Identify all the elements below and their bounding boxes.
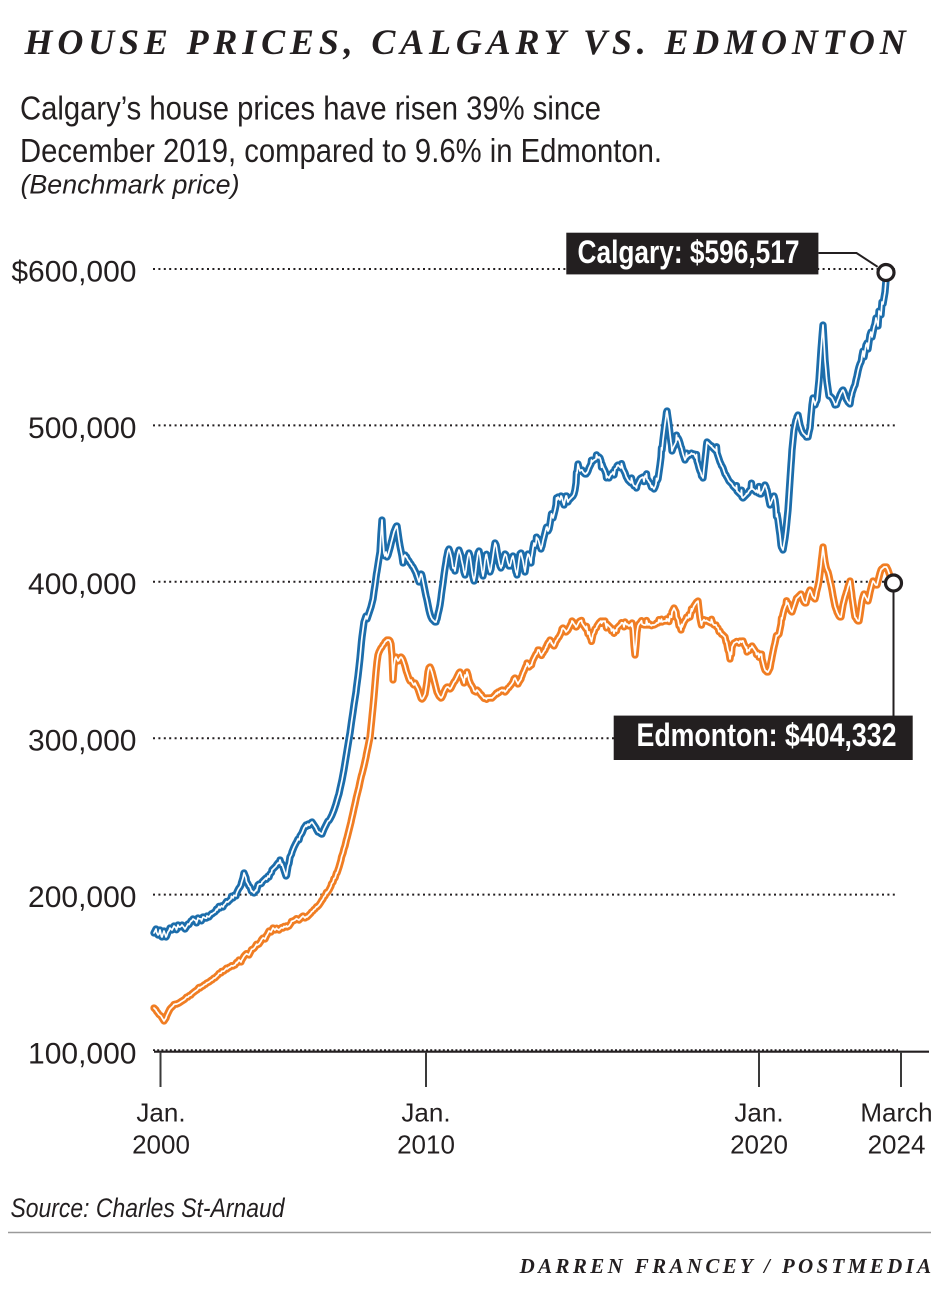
svg-text:December 2019, compared to 9.6: December 2019, compared to 9.6% in Edmon… (20, 132, 662, 169)
svg-text:Jan.: Jan. (734, 1098, 783, 1128)
svg-text:March: March (860, 1098, 932, 1128)
svg-text:2024: 2024 (868, 1130, 926, 1160)
svg-text:Jan.: Jan. (136, 1098, 185, 1128)
svg-text:2000: 2000 (132, 1130, 190, 1160)
svg-text:HOUSE PRICES, CALGARY VS. EDMO: HOUSE PRICES, CALGARY VS. EDMONTON (24, 22, 910, 62)
svg-text:$600,000: $600,000 (11, 255, 136, 288)
svg-text:Calgary: $596,517: Calgary: $596,517 (578, 234, 800, 270)
svg-text:100,000: 100,000 (28, 1037, 136, 1070)
svg-text:2010: 2010 (397, 1130, 455, 1160)
svg-text:200,000: 200,000 (28, 881, 136, 914)
svg-text:300,000: 300,000 (28, 725, 136, 758)
svg-text:400,000: 400,000 (28, 568, 136, 601)
svg-text:Source: Charles St-Arnaud: Source: Charles St-Arnaud (11, 1193, 286, 1223)
svg-text:DARREN FRANCEY / POSTMEDIA: DARREN FRANCEY / POSTMEDIA (519, 1254, 935, 1278)
svg-text:500,000: 500,000 (28, 412, 136, 445)
svg-text:Edmonton: $404,332: Edmonton: $404,332 (637, 717, 897, 753)
svg-text:Jan.: Jan. (401, 1098, 450, 1128)
svg-text:Calgary’s house prices have ri: Calgary’s house prices have risen 39% si… (20, 90, 601, 127)
svg-text:(Benchmark price): (Benchmark price) (21, 170, 240, 200)
svg-text:2020: 2020 (730, 1130, 788, 1160)
